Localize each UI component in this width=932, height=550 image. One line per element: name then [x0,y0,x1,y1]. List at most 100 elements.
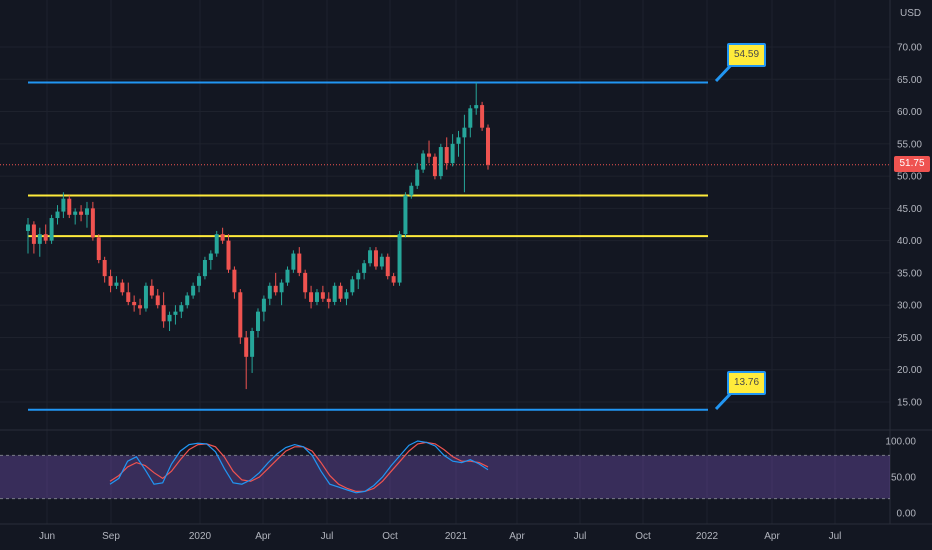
candle-body [232,269,237,293]
x-tick-label: Jul [829,531,842,542]
candle-body [161,305,166,322]
candle-body [486,127,490,165]
x-tick-label: Jun [39,531,55,542]
y-tick-label: 65.00 [897,75,922,86]
x-tick-label: 2021 [445,531,468,542]
candle-body [362,263,367,273]
candle-body [79,211,84,215]
candle-body [179,305,184,312]
y-tick-label: 70.00 [897,43,922,54]
currency-label[interactable]: USD [900,8,922,19]
oscillator-tick-label: 0.00 [897,509,917,520]
candle-body [279,282,284,293]
candle-body [37,234,42,244]
candle-body [303,272,308,293]
candle-body [244,337,249,357]
candle-body [120,282,125,293]
candle-body [350,279,355,293]
candle-body [427,153,432,157]
candle-body [391,276,396,283]
last-price-label: 51.75 [894,156,930,172]
candle-body [202,259,207,277]
grid [0,0,932,525]
candle-body [379,256,384,267]
candle-body [238,292,243,338]
candle-body [167,314,172,322]
x-tick-label: Apr [255,531,271,542]
x-tick-label: Apr [509,531,525,542]
candle-body [31,224,36,244]
candle-body [226,240,231,270]
candle-body [250,330,255,357]
candle-body [373,250,378,267]
candle-body [191,285,196,296]
y-tick-label: 30.00 [897,301,922,312]
candle-body [114,282,119,286]
candle-body [138,305,143,309]
oscillator-pane [0,440,890,500]
candle-body [450,143,455,164]
x-tick-label: Apr [764,531,780,542]
candle-body [26,224,30,231]
candle-body [214,234,219,254]
candle-body [256,311,260,331]
candle-body [314,292,319,302]
candle-body [326,298,331,302]
candle-body [173,311,178,315]
x-tick-label: 2020 [189,531,212,542]
y-tick-label: 60.00 [897,107,922,118]
candles [26,82,490,390]
candle-body [285,269,290,283]
candle-body [462,127,467,138]
y-tick-label: 15.00 [897,397,922,408]
candle-body [102,259,107,277]
candle-body [43,234,48,241]
candle-body [267,285,272,299]
candle-body [415,169,420,186]
candle-body [368,250,373,264]
candle-body [456,137,461,144]
x-tick-label: Jul [321,531,334,542]
candle-body [126,292,131,302]
time-axis: Jun Sep 2020 Apr Jul Oct 2021 Apr Jul Oct 2022 Apr J… [39,531,841,542]
candle-body [309,292,314,302]
candle-body [291,253,296,270]
candle-body [208,253,213,260]
candle-body [320,292,325,299]
candle-body [409,185,414,196]
candle-body [67,198,72,215]
candle-body [432,156,437,177]
candle-body [108,276,113,286]
candle-body [480,105,485,128]
y-tick-label: 20.00 [897,365,922,376]
candle-body [61,198,66,212]
candle-body [385,256,390,277]
candle-body [90,208,95,238]
candle-body [261,298,266,312]
candle-body [73,211,78,215]
candle-body [49,218,54,241]
candle-body [338,285,343,299]
candle-body [220,234,225,241]
x-tick-label: Oct [635,531,651,542]
price-axis: 70.00 65.00 60.00 55.00 50.00 45.00 40.00 35.00… [885,43,922,520]
candle-body [397,234,402,283]
y-tick-label: 35.00 [897,268,922,279]
oscillator-tick-label: 100.00 [885,437,916,448]
candle-body [155,295,160,306]
candle-body [197,276,202,286]
candle-body [84,208,89,215]
x-tick-label: Sep [102,531,120,542]
x-tick-label: 2022 [696,531,719,542]
y-tick-label: 45.00 [897,204,922,215]
candle-body [403,195,408,235]
oscillator-band [0,455,890,499]
y-tick-label: 40.00 [897,236,922,247]
oscillator-tick-label: 50.00 [891,473,916,484]
candle-body [421,153,426,170]
callout-upper[interactable]: 54.59 [727,43,767,67]
callout-lower[interactable]: 13.76 [727,371,767,395]
candle-body [438,147,443,177]
